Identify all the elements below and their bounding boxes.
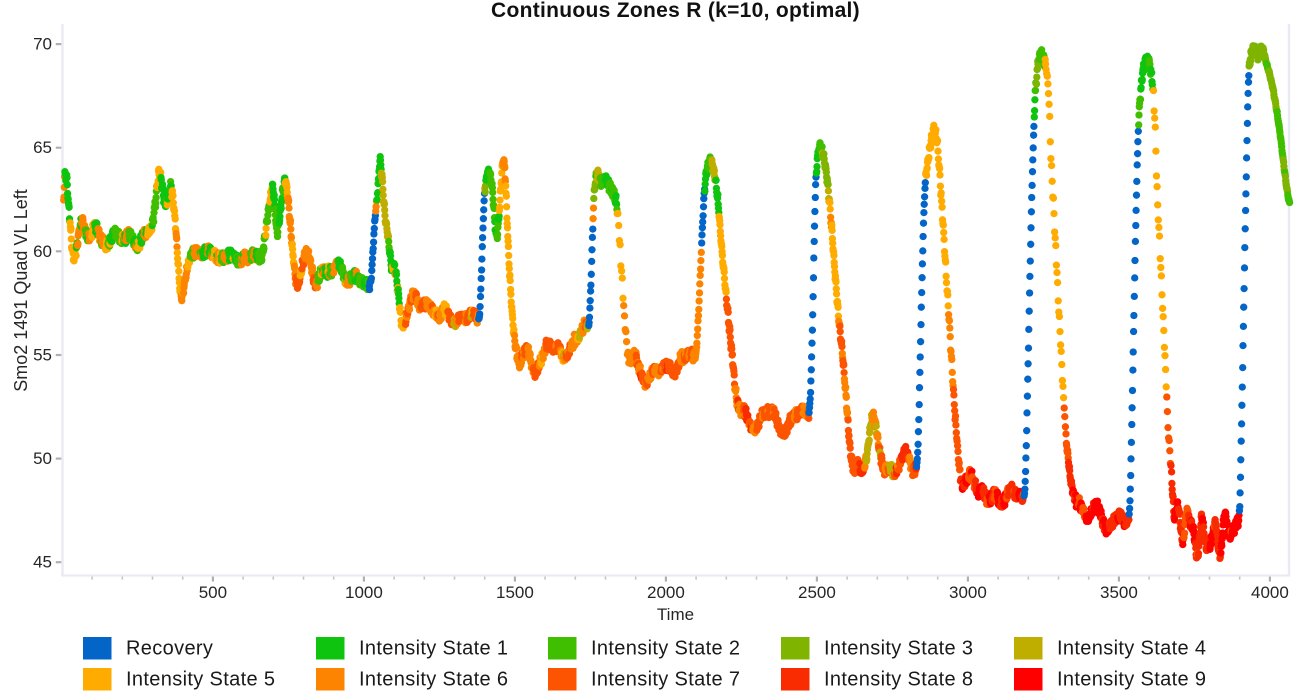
- svg-text:45: 45: [33, 553, 52, 572]
- svg-text:Intensity State 3: Intensity State 3: [824, 638, 973, 660]
- svg-text:1000: 1000: [345, 583, 383, 602]
- svg-text:Intensity State 4: Intensity State 4: [1057, 638, 1206, 660]
- svg-text:3500: 3500: [1100, 583, 1138, 602]
- svg-text:70: 70: [33, 35, 52, 54]
- svg-text:Recovery: Recovery: [126, 638, 213, 660]
- svg-text:Time: Time: [657, 605, 694, 624]
- svg-text:Intensity State 5: Intensity State 5: [126, 669, 275, 691]
- svg-text:65: 65: [33, 138, 52, 157]
- svg-text:Intensity State 1: Intensity State 1: [359, 638, 508, 660]
- svg-text:1500: 1500: [496, 583, 534, 602]
- svg-text:2000: 2000: [647, 583, 685, 602]
- svg-text:4000: 4000: [1251, 583, 1289, 602]
- svg-text:Intensity State 2: Intensity State 2: [591, 638, 740, 660]
- svg-text:60: 60: [33, 242, 52, 261]
- svg-text:50: 50: [33, 449, 52, 468]
- svg-text:2500: 2500: [798, 583, 836, 602]
- svg-text:Intensity State 9: Intensity State 9: [1057, 669, 1206, 691]
- svg-text:Intensity State 6: Intensity State 6: [359, 669, 508, 691]
- svg-text:Continuous Zones R (k=10, opti: Continuous Zones R (k=10, optimal): [491, 0, 860, 22]
- svg-text:3000: 3000: [949, 583, 987, 602]
- svg-text:500: 500: [199, 583, 227, 602]
- svg-text:Smo2 1491 Quad VL Left: Smo2 1491 Quad VL Left: [11, 189, 31, 391]
- svg-text:55: 55: [33, 346, 52, 365]
- svg-text:Intensity State 8: Intensity State 8: [824, 669, 973, 691]
- svg-text:Intensity State 7: Intensity State 7: [591, 669, 740, 691]
